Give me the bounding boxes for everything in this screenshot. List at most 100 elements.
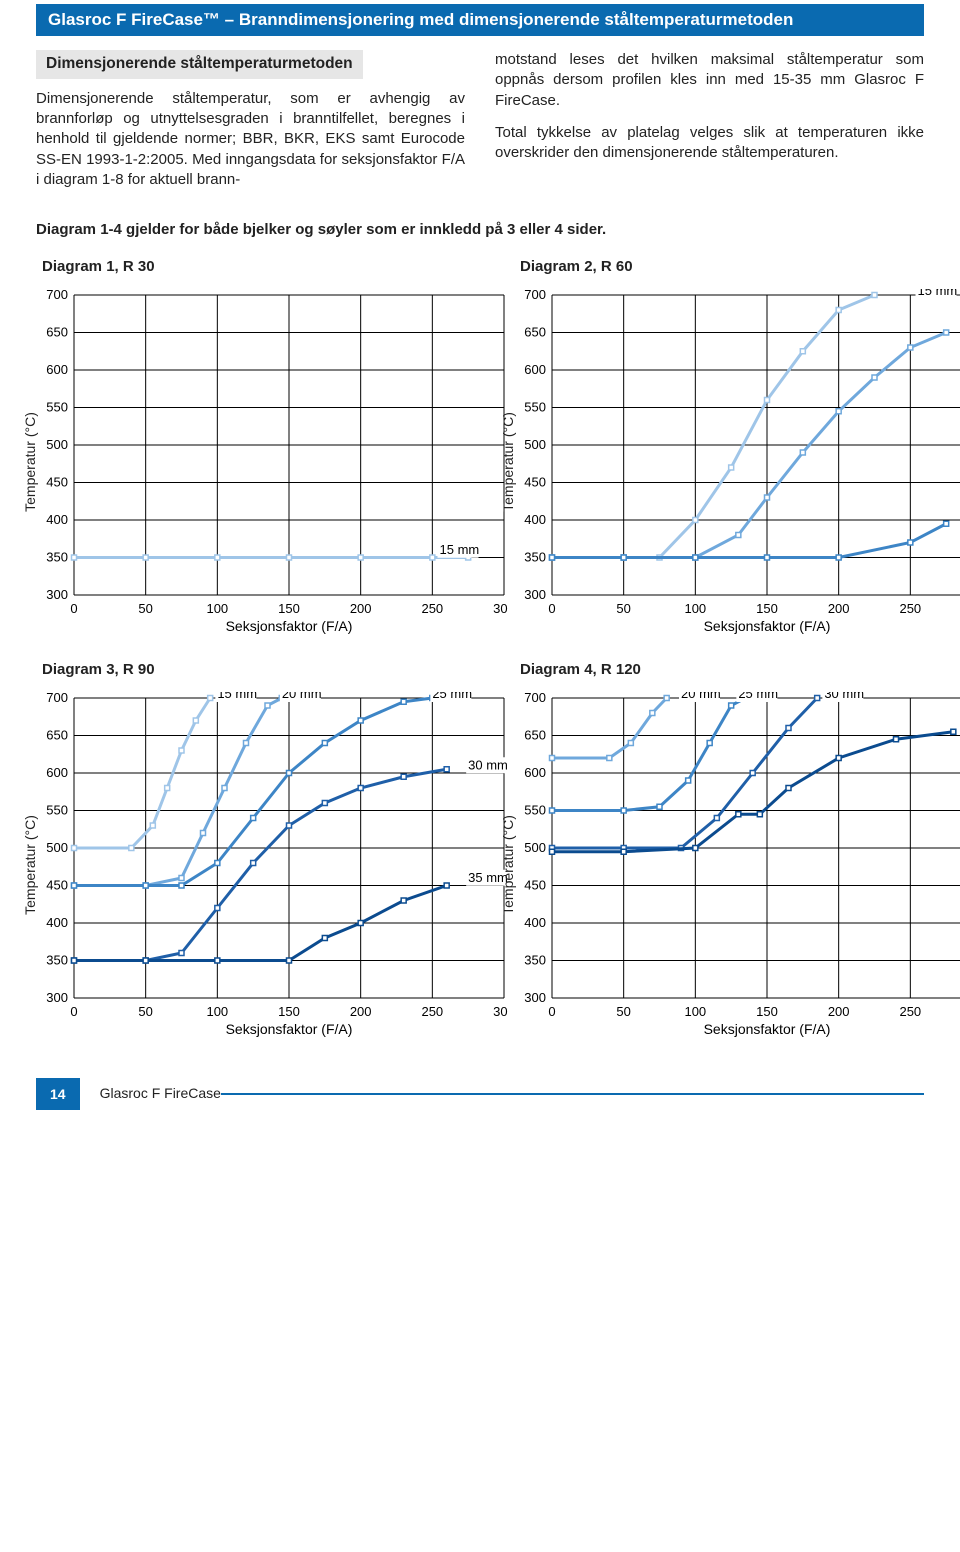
svg-text:50: 50 bbox=[138, 1004, 152, 1019]
svg-text:Seksjonsfaktor (F/A): Seksjonsfaktor (F/A) bbox=[704, 1021, 831, 1037]
svg-text:Seksjonsfaktor (F/A): Seksjonsfaktor (F/A) bbox=[226, 1021, 353, 1037]
svg-text:200: 200 bbox=[350, 1004, 372, 1019]
chart-title: Diagram 2, R 60 bbox=[520, 258, 960, 275]
svg-text:250: 250 bbox=[421, 601, 443, 616]
svg-text:Seksjonsfaktor (F/A): Seksjonsfaktor (F/A) bbox=[226, 618, 353, 634]
svg-text:300: 300 bbox=[524, 587, 546, 602]
svg-text:150: 150 bbox=[278, 1004, 300, 1019]
intro-left-column: Dimensjonerende ståltemperaturmetoden Di… bbox=[36, 50, 465, 190]
svg-text:300: 300 bbox=[524, 990, 546, 1005]
svg-text:550: 550 bbox=[524, 802, 546, 817]
line-chart: 0501001502002503003003504004505005506006… bbox=[514, 289, 960, 635]
svg-text:Seksjonsfaktor (F/A): Seksjonsfaktor (F/A) bbox=[704, 618, 831, 634]
svg-text:450: 450 bbox=[46, 877, 68, 892]
svg-text:350: 350 bbox=[524, 549, 546, 564]
svg-text:200: 200 bbox=[350, 601, 372, 616]
svg-text:50: 50 bbox=[616, 1004, 630, 1019]
svg-text:550: 550 bbox=[46, 802, 68, 817]
svg-text:650: 650 bbox=[524, 727, 546, 742]
svg-text:350: 350 bbox=[46, 549, 68, 564]
page-footer: 14 Glasroc F FireCase bbox=[36, 1078, 924, 1110]
svg-text:150: 150 bbox=[756, 601, 778, 616]
svg-text:250: 250 bbox=[899, 601, 921, 616]
svg-text:400: 400 bbox=[524, 512, 546, 527]
svg-text:600: 600 bbox=[46, 765, 68, 780]
svg-text:600: 600 bbox=[524, 362, 546, 377]
footer-page-number: 14 bbox=[36, 1078, 80, 1110]
y-axis-label: Temperatur (°C) bbox=[22, 815, 38, 915]
svg-text:25 mm: 25 mm bbox=[432, 692, 472, 701]
svg-text:400: 400 bbox=[46, 915, 68, 930]
svg-text:300: 300 bbox=[493, 601, 508, 616]
svg-text:350: 350 bbox=[46, 952, 68, 967]
svg-text:200: 200 bbox=[828, 601, 850, 616]
page-banner: Glasroc F FireCase™ – Branndimensjonerin… bbox=[36, 4, 924, 36]
svg-text:15 mm: 15 mm bbox=[918, 289, 958, 298]
svg-text:400: 400 bbox=[524, 915, 546, 930]
svg-text:300: 300 bbox=[493, 1004, 508, 1019]
svg-text:650: 650 bbox=[46, 324, 68, 339]
svg-text:550: 550 bbox=[46, 399, 68, 414]
chart-block: Diagram 4, R 120Temperatur (°C)050100150… bbox=[514, 661, 960, 1038]
svg-text:500: 500 bbox=[46, 840, 68, 855]
svg-text:150: 150 bbox=[756, 1004, 778, 1019]
svg-text:100: 100 bbox=[206, 601, 228, 616]
svg-text:50: 50 bbox=[616, 601, 630, 616]
svg-text:500: 500 bbox=[46, 437, 68, 452]
svg-text:30 mm: 30 mm bbox=[824, 692, 864, 701]
svg-text:500: 500 bbox=[524, 840, 546, 855]
chart-block: Diagram 1, R 30Temperatur (°C)0501001502… bbox=[36, 258, 508, 635]
svg-text:700: 700 bbox=[46, 289, 68, 302]
svg-text:0: 0 bbox=[548, 1004, 555, 1019]
y-axis-label: Temperatur (°C) bbox=[22, 412, 38, 512]
svg-text:700: 700 bbox=[524, 289, 546, 302]
intro-left-para: Dimensjonerende ståltemperatur, som er a… bbox=[36, 89, 465, 190]
svg-text:0: 0 bbox=[70, 1004, 77, 1019]
svg-text:200: 200 bbox=[828, 1004, 850, 1019]
svg-text:450: 450 bbox=[46, 474, 68, 489]
intro-right-column: motstand leses det hvilken maksimal stål… bbox=[495, 50, 924, 190]
sub-banner: Dimensjonerende ståltemperaturmetoden bbox=[36, 50, 363, 79]
svg-text:15 mm: 15 mm bbox=[440, 541, 480, 556]
svg-text:150: 150 bbox=[278, 601, 300, 616]
footer-text: Glasroc F FireCase bbox=[100, 1085, 221, 1101]
y-axis-label: Temperatur (°C) bbox=[500, 412, 516, 512]
svg-text:550: 550 bbox=[524, 399, 546, 414]
chart-block: Diagram 2, R 60Temperatur (°C)0501001502… bbox=[514, 258, 960, 635]
svg-text:450: 450 bbox=[524, 474, 546, 489]
svg-text:700: 700 bbox=[524, 692, 546, 705]
svg-text:50: 50 bbox=[138, 601, 152, 616]
svg-text:300: 300 bbox=[46, 990, 68, 1005]
svg-text:250: 250 bbox=[421, 1004, 443, 1019]
svg-text:400: 400 bbox=[46, 512, 68, 527]
chart-block: Diagram 3, R 90Temperatur (°C)0501001502… bbox=[36, 661, 508, 1038]
line-chart: 0501001502002503003003504004505005506006… bbox=[514, 692, 960, 1038]
chart-title: Diagram 3, R 90 bbox=[42, 661, 508, 678]
svg-text:20 mm: 20 mm bbox=[282, 692, 322, 701]
y-axis-label: Temperatur (°C) bbox=[500, 815, 516, 915]
intro-columns: Dimensjonerende ståltemperaturmetoden Di… bbox=[36, 50, 924, 190]
chart-title: Diagram 4, R 120 bbox=[520, 661, 960, 678]
intro-right-para-1: motstand leses det hvilken maksimal stål… bbox=[495, 50, 924, 111]
chart-title: Diagram 1, R 30 bbox=[42, 258, 508, 275]
svg-text:500: 500 bbox=[524, 437, 546, 452]
charts-container: Diagram 1, R 30 Temperatur (°C) 0 50 100 150 2… bbox=[36, 258, 924, 1038]
svg-text:600: 600 bbox=[524, 765, 546, 780]
footer-rule bbox=[221, 1093, 924, 1095]
svg-text:15 mm: 15 mm bbox=[217, 692, 257, 701]
svg-text:650: 650 bbox=[524, 324, 546, 339]
svg-text:300: 300 bbox=[46, 587, 68, 602]
line-chart: 0 50 100 150 200 250 300 300 350 400 450 500 550 600 6… bbox=[36, 289, 508, 635]
svg-text:600: 600 bbox=[46, 362, 68, 377]
svg-text:25 mm: 25 mm bbox=[738, 692, 778, 701]
svg-text:0: 0 bbox=[548, 601, 555, 616]
svg-text:450: 450 bbox=[524, 877, 546, 892]
intro-right-para-2: Total tykkelse av platelag velges slik a… bbox=[495, 123, 924, 164]
svg-text:100: 100 bbox=[206, 1004, 228, 1019]
line-chart: 0501001502002503003003504004505005506006… bbox=[36, 692, 508, 1038]
section-note: Diagram 1-4 gjelder for både bjelker og … bbox=[36, 220, 924, 240]
svg-text:350: 350 bbox=[524, 952, 546, 967]
svg-text:0: 0 bbox=[70, 601, 77, 616]
svg-text:250: 250 bbox=[899, 1004, 921, 1019]
svg-text:100: 100 bbox=[684, 601, 706, 616]
